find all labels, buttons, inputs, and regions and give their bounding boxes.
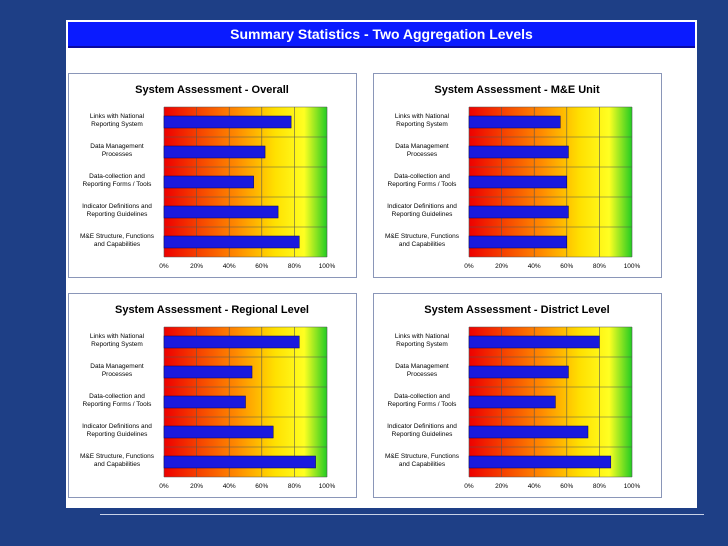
category-label: Reporting System — [396, 341, 448, 348]
bar — [468, 115, 561, 129]
x-tick-label: 60% — [560, 263, 573, 270]
chart-panel-overall: System Assessment - Overall 0% 20% 40% 60% 80… — [68, 73, 357, 278]
bar — [163, 205, 279, 219]
category-label: Links with National — [90, 333, 145, 340]
chart-district: System Assessment - District Level 0% 20% 4… — [385, 304, 641, 490]
category-label: Data Management — [395, 143, 449, 150]
bar — [163, 235, 300, 249]
bar — [163, 335, 300, 349]
chart-title: System Assessment - M&E Unit — [434, 84, 600, 96]
chart-overall: System Assessment - Overall 0% 20% 40% 60% 80… — [80, 84, 336, 270]
x-tick-label: 20% — [190, 483, 203, 490]
x-tick-label: 60% — [255, 483, 268, 490]
bar — [163, 175, 254, 189]
x-tick-label: 80% — [593, 483, 606, 490]
x-tick-label: 60% — [255, 263, 268, 270]
category-label: Reporting Guidelines — [87, 431, 148, 438]
chart-panel-me-unit: System Assessment - M&E Unit 0% 20% 40% 60% 8… — [373, 73, 662, 278]
category-label: Data Management — [90, 363, 144, 370]
category-label: Indicator Definitions and — [387, 423, 457, 430]
x-tick-label: 0% — [464, 483, 474, 490]
x-tick-label: 100% — [319, 263, 336, 270]
category-label: Reporting System — [396, 121, 448, 128]
x-tick-label: 40% — [528, 263, 541, 270]
category-label: Reporting System — [91, 121, 143, 128]
category-label: Reporting Guidelines — [392, 431, 453, 438]
x-tick-label: 80% — [593, 263, 606, 270]
x-tick-label: 20% — [190, 263, 203, 270]
x-tick-label: 80% — [288, 263, 301, 270]
category-label: Processes — [102, 371, 133, 378]
chart-panel-regional: System Assessment - Regional Level 0% 20% 4… — [68, 293, 357, 498]
x-tick-label: 0% — [464, 263, 474, 270]
x-tick-label: 40% — [223, 483, 236, 490]
bar — [468, 425, 589, 439]
category-label: Processes — [102, 151, 133, 158]
category-label: and Capabilities — [399, 241, 446, 248]
category-label: Indicator Definitions and — [82, 423, 152, 430]
category-label: Reporting Forms / Tools — [83, 181, 153, 188]
category-label: Processes — [407, 151, 438, 158]
page-title: Summary Statistics - Two Aggregation Lev… — [68, 22, 695, 48]
bar — [163, 455, 316, 469]
x-tick-label: 20% — [495, 483, 508, 490]
bar — [468, 395, 556, 409]
x-tick-label: 100% — [624, 483, 641, 490]
bar — [163, 115, 292, 129]
category-label: and Capabilities — [94, 461, 141, 468]
category-label: Data-collection and — [89, 173, 145, 180]
chart-regional: System Assessment - Regional Level 0% 20% 4… — [80, 304, 336, 490]
bar — [468, 175, 568, 189]
bar — [163, 145, 266, 159]
bar — [468, 145, 569, 159]
category-label: Indicator Definitions and — [82, 203, 152, 210]
x-tick-label: 100% — [624, 263, 641, 270]
category-label: Reporting System — [91, 341, 143, 348]
category-label: and Capabilities — [399, 461, 446, 468]
bar — [163, 365, 253, 379]
category-label: Data-collection and — [394, 173, 450, 180]
category-label: Reporting Guidelines — [87, 211, 148, 218]
category-label: Links with National — [395, 113, 450, 120]
x-tick-label: 80% — [288, 483, 301, 490]
x-tick-label: 20% — [495, 263, 508, 270]
category-label: M&E Structure, Functions — [80, 233, 155, 240]
category-label: Data-collection and — [394, 393, 450, 400]
category-label: Data Management — [90, 143, 144, 150]
category-label: Links with National — [90, 113, 145, 120]
bar — [163, 395, 246, 409]
footer-divider — [100, 514, 704, 515]
bar — [468, 205, 569, 219]
category-label: Reporting Forms / Tools — [83, 401, 153, 408]
chart-title: System Assessment - Regional Level — [115, 304, 309, 316]
category-label: M&E Structure, Functions — [80, 453, 155, 460]
category-label: M&E Structure, Functions — [385, 453, 460, 460]
bar — [468, 335, 600, 349]
chart-title: System Assessment - District Level — [424, 304, 609, 316]
x-tick-label: 0% — [159, 263, 169, 270]
category-label: M&E Structure, Functions — [385, 233, 460, 240]
category-label: Reporting Guidelines — [392, 211, 453, 218]
category-label: Data-collection and — [89, 393, 145, 400]
category-label: Processes — [407, 371, 438, 378]
x-tick-label: 40% — [528, 483, 541, 490]
category-label: Indicator Definitions and — [387, 203, 457, 210]
x-tick-label: 40% — [223, 263, 236, 270]
chart-title: System Assessment - Overall — [135, 84, 289, 96]
category-label: and Capabilities — [94, 241, 141, 248]
chart-panel-district: System Assessment - District Level 0% 20% 4… — [373, 293, 662, 498]
category-label: Data Management — [395, 363, 449, 370]
category-label: Links with National — [395, 333, 450, 340]
bar — [468, 365, 569, 379]
x-tick-label: 60% — [560, 483, 573, 490]
bar — [468, 235, 568, 249]
x-tick-label: 0% — [159, 483, 169, 490]
bar — [468, 455, 612, 469]
chart-me-unit: System Assessment - M&E Unit 0% 20% 40% 60% 8… — [385, 84, 641, 270]
bar — [163, 425, 274, 439]
x-tick-label: 100% — [319, 483, 336, 490]
category-label: Reporting Forms / Tools — [388, 181, 458, 188]
category-label: Reporting Forms / Tools — [388, 401, 458, 408]
